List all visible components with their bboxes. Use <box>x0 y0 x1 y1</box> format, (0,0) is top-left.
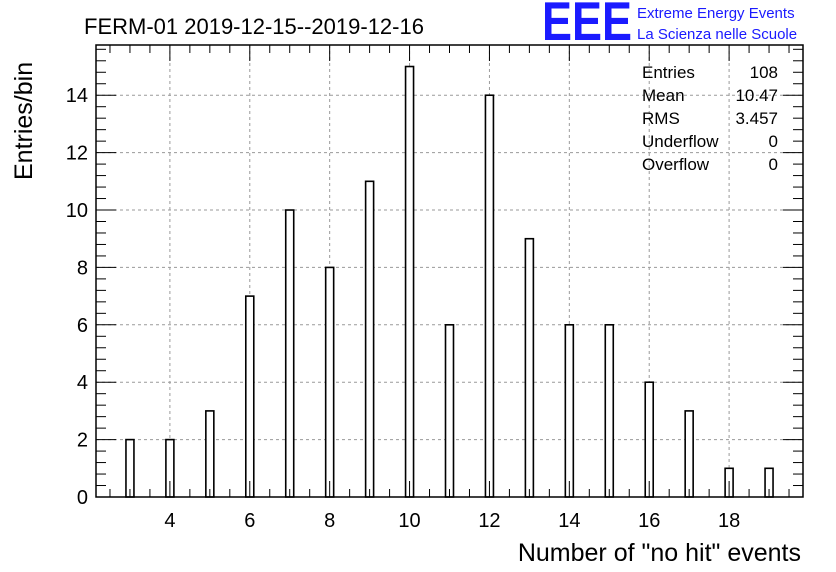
histogram-bar <box>604 324 615 498</box>
stats-value: 10.47 <box>735 86 778 105</box>
histogram-bar <box>524 237 535 498</box>
y-tick-label: 6 <box>77 315 88 337</box>
x-tick-labels: 4 6 8 10 12 14 16 18 <box>164 510 740 532</box>
stats-value: 0 <box>769 155 778 174</box>
stats-label: Mean <box>642 86 685 105</box>
histogram-bar <box>484 94 495 498</box>
histogram-bar <box>125 438 135 498</box>
histogram-bar <box>564 324 575 498</box>
x-tick-label: 14 <box>558 510 580 532</box>
stats-value: 0 <box>769 132 778 151</box>
histogram-bar <box>684 410 694 498</box>
x-tick-label: 4 <box>164 510 175 532</box>
histogram-bar <box>244 295 255 498</box>
y-tick-label: 0 <box>77 487 88 509</box>
x-tick-label: 16 <box>638 510 660 532</box>
y-tick-label: 14 <box>66 85 88 107</box>
x-tick-label: 18 <box>718 510 740 532</box>
histogram-bar <box>364 180 375 498</box>
histogram-bar <box>444 324 455 498</box>
histogram-bar <box>644 381 655 498</box>
histogram-bar <box>284 209 295 498</box>
y-axis-label: Entries/bin <box>10 62 38 180</box>
y-tick-label: 8 <box>77 257 88 279</box>
x-tick-label: 6 <box>244 510 255 532</box>
stats-label: Underflow <box>642 132 719 151</box>
stats-label: Entries <box>642 63 695 82</box>
stats-label: RMS <box>642 109 680 128</box>
y-tick-label: 10 <box>66 200 88 222</box>
logo-mark: EEE <box>542 0 632 52</box>
chart-title: FERM-01 2019-12-15--2019-12-16 <box>84 14 424 39</box>
histogram-bar <box>205 410 215 498</box>
y-tick-label: 4 <box>77 372 88 394</box>
stats-value: 3.457 <box>735 109 778 128</box>
stats-value: 108 <box>750 63 778 82</box>
y-tick-labels: 0 2 4 6 8 10 12 14 <box>66 85 88 509</box>
histogram-bar <box>404 65 415 498</box>
y-tick-label: 2 <box>77 430 88 452</box>
histogram-bar <box>324 266 335 498</box>
x-tick-label: 8 <box>324 510 335 532</box>
x-tick-label: 12 <box>478 510 500 532</box>
eee-logo: EEE Extreme Energy Events La Scienza nel… <box>542 0 797 52</box>
stats-box: Entries 108 Mean 10.47 RMS 3.457 Underflow 0 Ove… <box>642 63 778 174</box>
stats-label: Overflow <box>642 155 710 174</box>
y-tick-label: 12 <box>66 143 88 165</box>
logo-line-2: La Scienza nelle Scuole <box>637 26 797 43</box>
axis-ticks <box>96 45 803 498</box>
logo-line-1: Extreme Energy Events <box>637 5 795 22</box>
x-tick-label: 10 <box>398 510 420 532</box>
x-axis-label: Number of "no hit" events <box>518 539 801 567</box>
